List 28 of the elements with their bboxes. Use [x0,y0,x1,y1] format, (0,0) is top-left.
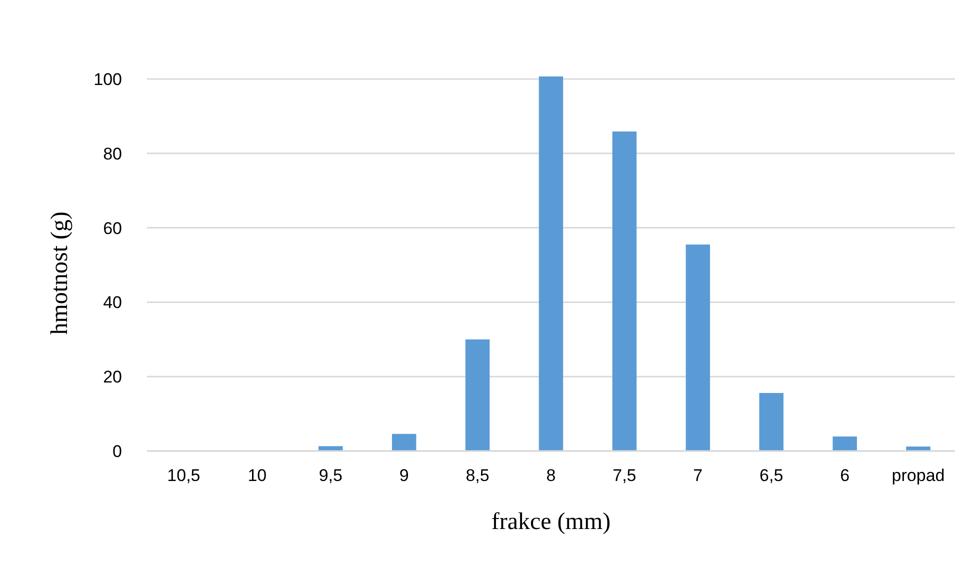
x-tick-label: propad [892,466,945,485]
bar [906,446,930,451]
x-tick-label: 6,5 [760,466,784,485]
bar [759,392,784,451]
y-axis-title: hmotnost (g) [47,211,73,335]
bar [832,436,857,451]
x-tick-label: 7,5 [612,466,636,485]
bar [465,339,490,451]
x-tick-label: 9 [399,466,409,485]
y-tick-label: 20 [103,368,122,387]
bar [318,446,343,451]
bar [392,434,416,451]
x-tick-label: 10 [248,466,267,485]
y-tick-label: 40 [103,293,122,312]
x-tick-label: 7 [693,466,703,485]
x-tick-label: 8,5 [466,466,490,485]
y-tick-label: 80 [103,144,122,164]
bar [538,76,564,451]
x-tick-label: 9,5 [318,466,342,485]
x-axis-title: frakce (mm) [491,509,611,535]
y-tick-label: 100 [94,70,122,89]
x-tick-label: 8 [546,466,556,485]
y-tick-label: 60 [103,218,122,238]
y-tick-label: 0 [112,442,122,461]
x-tick-label: 6 [840,466,850,485]
x-tick-label: 10,5 [167,466,200,485]
bar [686,244,710,451]
bar [612,131,637,451]
